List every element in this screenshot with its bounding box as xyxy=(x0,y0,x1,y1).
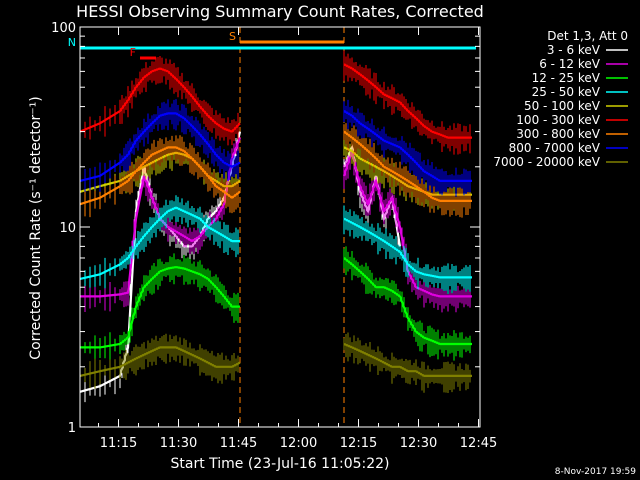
legend-label: 6 - 12 keV xyxy=(539,57,601,71)
y-tick-label: 10 xyxy=(59,221,76,236)
legend-label: 3 - 6 keV xyxy=(547,43,601,57)
legend-label: 50 - 100 keV xyxy=(524,99,601,113)
axes: 11:15 11:30 11:45 12:00 12:15 12:30 12:45 1 10 10… xyxy=(51,21,497,451)
x-tick-label: 11:30 xyxy=(160,436,197,451)
x-tick-label: 11:15 xyxy=(100,436,137,451)
x-tick-label: 12:15 xyxy=(340,436,377,451)
x-axis-label: Start Time (23-Jul-16 11:05:22) xyxy=(170,456,389,472)
legend-label: 100 - 300 keV xyxy=(516,113,600,127)
observing-markers: N F S xyxy=(68,30,476,60)
x-tick-label: 12:30 xyxy=(400,436,437,451)
legend-label: 12 - 25 keV xyxy=(532,71,601,85)
y-axis-label: Corrected Count Rate (s⁻¹ detector⁻¹) xyxy=(28,96,44,359)
marker-s-label: S xyxy=(229,30,236,43)
x-tick-label: 12:45 xyxy=(460,436,497,451)
x-tick-label: 11:45 xyxy=(220,436,257,451)
x-tick-label: 12:00 xyxy=(280,436,317,451)
legend-label: 300 - 800 keV xyxy=(516,127,600,141)
marker-n-label: N xyxy=(68,36,76,49)
series-300_800keV xyxy=(79,120,472,218)
legend-label: 25 - 50 keV xyxy=(532,85,601,99)
marker-f-label: F xyxy=(130,46,136,59)
series-25_50keV xyxy=(79,195,472,294)
series-group xyxy=(79,50,472,403)
series-800_7000keV xyxy=(79,99,472,197)
y-tick-label: 1 xyxy=(68,421,76,436)
legend-label: 800 - 7000 keV xyxy=(509,141,601,155)
y-tick-label: 100 xyxy=(51,21,76,36)
legend-title: Det 1,3, Att 0 xyxy=(547,29,628,43)
series-7000_20000keV xyxy=(79,332,472,394)
timestamp: 8-Nov-2017 19:59 xyxy=(555,467,637,477)
series-12_25keV xyxy=(79,246,472,362)
series-100_300keV xyxy=(79,50,472,155)
legend-label: 7000 - 20000 keV xyxy=(493,155,600,169)
chart-title: HESSI Observing Summary Count Rates, Cor… xyxy=(76,2,484,21)
